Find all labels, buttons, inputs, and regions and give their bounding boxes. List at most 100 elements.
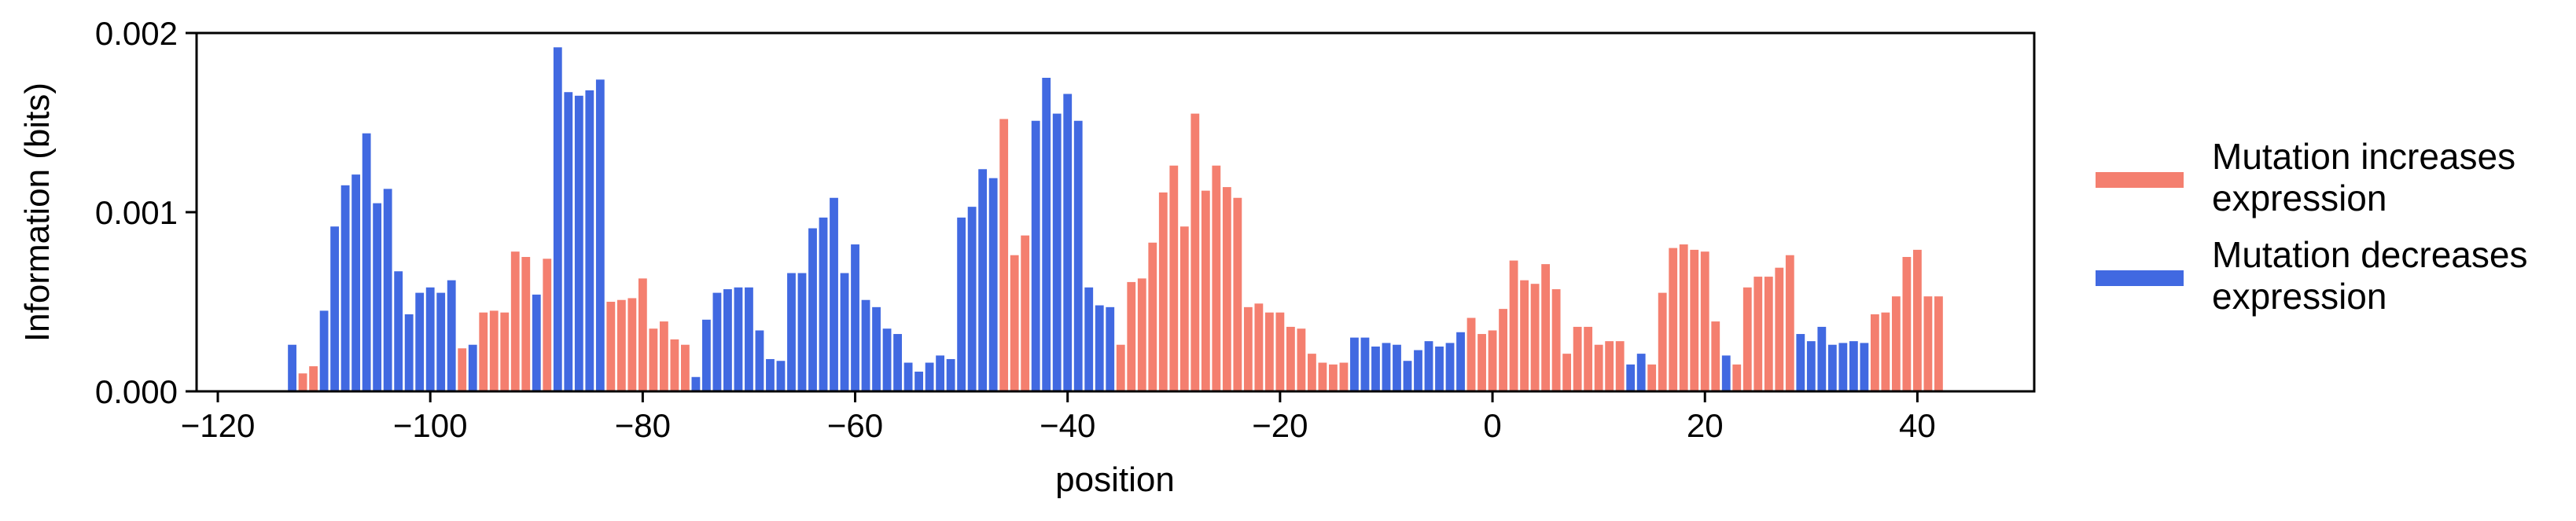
- bar-pos--57: [882, 328, 892, 391]
- bar-pos--25: [1222, 187, 1231, 391]
- bar-pos--62: [830, 197, 838, 391]
- bar-pos--33: [1137, 278, 1146, 391]
- bar-pos--106: [362, 133, 371, 391]
- bar-pos--48: [978, 169, 988, 391]
- bar-pos--56: [893, 334, 902, 391]
- bar-pos-33: [1838, 343, 1848, 391]
- x-tick-label: −100: [393, 407, 468, 444]
- bar-pos--23: [1243, 306, 1253, 391]
- bar-pos-21: [1711, 321, 1720, 391]
- bar-pos--46: [999, 119, 1009, 391]
- bar-pos--14: [1339, 362, 1349, 391]
- bar-pos-0: [1488, 330, 1497, 391]
- bar-pos--24: [1233, 197, 1242, 391]
- bar-pos-34: [1849, 341, 1858, 391]
- bar-pos--3: [1456, 332, 1465, 391]
- bar-pos-2: [1509, 260, 1518, 391]
- bar-pos--44: [1021, 235, 1030, 391]
- legend-label-decrease-line2: expression: [2212, 276, 2386, 317]
- x-tick-label: 0: [1483, 407, 1501, 444]
- bar-pos--80: [638, 278, 647, 391]
- bar-pos--10: [1382, 343, 1391, 391]
- bar-pos-25: [1754, 277, 1763, 391]
- bar-pos--60: [851, 244, 859, 391]
- bar-pos--28: [1190, 113, 1200, 391]
- x-tick-label: 40: [1899, 407, 1936, 444]
- bar-pos--16: [1318, 362, 1327, 391]
- bar-pos-13: [1626, 364, 1636, 391]
- bar-pos--64: [808, 228, 817, 391]
- bar-pos--19: [1286, 326, 1295, 391]
- bar-pos--91: [521, 257, 531, 391]
- bar-pos-15: [1647, 364, 1657, 391]
- bar-pos-26: [1764, 277, 1773, 391]
- bar-pos--39: [1073, 120, 1083, 391]
- bar-pos--26: [1212, 165, 1221, 391]
- bar-pos--63: [819, 217, 828, 391]
- bar-pos--96: [468, 344, 477, 391]
- bar-pos--76: [681, 344, 690, 391]
- bar-pos-42: [1934, 296, 1943, 391]
- bar-pos--42: [1042, 78, 1051, 391]
- bar-pos--73: [712, 292, 722, 391]
- bar-pos--99: [436, 292, 446, 391]
- bar-pos--87: [564, 92, 573, 392]
- bar-pos--29: [1179, 226, 1189, 391]
- bar-pos--51: [946, 358, 955, 391]
- bar-pos-8: [1573, 326, 1582, 391]
- bar-pos--50: [957, 217, 966, 391]
- x-tick-label: −60: [827, 407, 883, 444]
- bar-pos--70: [745, 287, 753, 391]
- bar-pos--36: [1106, 306, 1115, 391]
- bar-pos-1: [1499, 309, 1507, 391]
- y-tick-label: 0.000: [95, 373, 178, 410]
- x-tick-label: −20: [1252, 407, 1308, 444]
- bar-pos-31: [1817, 326, 1827, 391]
- bar-pos--20: [1275, 312, 1285, 391]
- bar-pos-10: [1594, 344, 1603, 391]
- y-tick-label: 0.001: [95, 194, 178, 231]
- bars-group: [288, 47, 1943, 392]
- bar-pos--1: [1478, 334, 1486, 391]
- x-tick-label: −40: [1040, 407, 1095, 444]
- y-axis-label: Information (bits): [18, 83, 57, 342]
- bar-pos--94: [489, 310, 499, 391]
- x-tick-label: −80: [615, 407, 671, 444]
- bar-pos--27: [1201, 190, 1210, 391]
- bar-pos--58: [872, 306, 881, 391]
- bar-pos--109: [330, 226, 340, 391]
- bar-pos--68: [766, 358, 775, 391]
- bar-pos-4: [1530, 284, 1540, 391]
- bar-pos-23: [1732, 364, 1742, 391]
- bar-pos--103: [394, 271, 403, 391]
- bar-pos--53: [925, 362, 934, 391]
- legend-label-increase-line1: Mutation increases: [2212, 136, 2515, 177]
- bar-pos--111: [309, 366, 318, 391]
- bar-pos--22: [1254, 303, 1264, 391]
- bar-pos--82: [616, 299, 626, 391]
- bar-pos--49: [967, 207, 977, 391]
- bar-pos--81: [627, 298, 637, 391]
- bar-pos--35: [1116, 344, 1125, 391]
- bar-pos--107: [351, 174, 361, 391]
- bar-pos--75: [691, 376, 701, 391]
- bar-pos-28: [1785, 255, 1794, 391]
- bar-pos--4: [1445, 343, 1455, 391]
- bar-pos--66: [787, 273, 796, 391]
- bar-pos--32: [1148, 242, 1157, 391]
- bar-pos-36: [1870, 314, 1879, 391]
- bar-pos--100: [425, 287, 435, 391]
- bar-pos-22: [1721, 355, 1731, 391]
- bar-pos--31: [1158, 192, 1168, 391]
- bar-pos--102: [404, 314, 414, 391]
- bar-pos--54: [914, 371, 923, 391]
- bar-pos--93: [500, 312, 510, 391]
- bar-pos--84: [595, 79, 605, 391]
- bar-pos--95: [479, 312, 488, 391]
- legend-label-increase-line2: expression: [2212, 178, 2386, 218]
- bar-pos--92: [510, 251, 520, 391]
- bar-pos--21: [1264, 312, 1274, 391]
- bar-pos--55: [903, 362, 913, 391]
- bar-pos--8: [1403, 361, 1412, 391]
- bar-pos--47: [988, 178, 998, 391]
